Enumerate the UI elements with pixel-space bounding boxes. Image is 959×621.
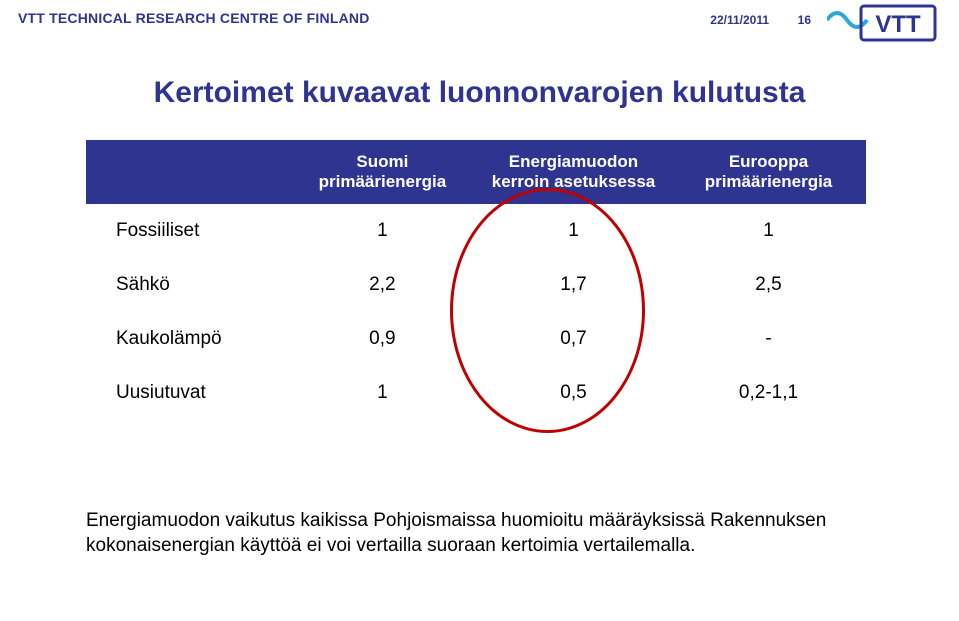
slide-title: Kertoimet kuvaavat luonnonvarojen kulutu… [0, 76, 959, 110]
th-blank [86, 140, 289, 204]
header-date: 22/11/2011 [710, 13, 769, 27]
cell: 1 [289, 204, 476, 258]
cell: 1 [671, 204, 866, 258]
slide: VTT TECHNICAL RESEARCH CENTRE OF FINLAND… [0, 0, 959, 621]
cell: 0,7 [476, 312, 671, 366]
header-page-number: 16 [798, 13, 811, 27]
table-row: Uusiutuvat 1 0,5 0,2-1,1 [86, 366, 866, 420]
cell: 1 [289, 366, 476, 420]
cell: 1 [476, 204, 671, 258]
row-label: Kaukolämpö [86, 312, 289, 366]
cell: 2,5 [671, 258, 866, 312]
vtt-logo-svg: VTT [827, 2, 937, 44]
table-row: Fossiiliset 1 1 1 [86, 204, 866, 258]
row-label: Uusiutuvat [86, 366, 289, 420]
th-eurooppa: Eurooppa primäärienergia [671, 140, 866, 204]
row-label: Fossiiliset [86, 204, 289, 258]
th-suomi: Suomi primäärienergia [289, 140, 476, 204]
th-kerroin: Energiamuodon kerroin asetuksessa [476, 140, 671, 204]
table-row: Kaukolämpö 0,9 0,7 - [86, 312, 866, 366]
footnote-text: Energiamuodon vaikutus kaikissa Pohjoism… [86, 508, 866, 559]
cell: 0,2-1,1 [671, 366, 866, 420]
data-table: Suomi primäärienergia Energiamuodon kerr… [86, 140, 866, 420]
cell: - [671, 312, 866, 366]
table-row: Sähkö 2,2 1,7 2,5 [86, 258, 866, 312]
cell: 1,7 [476, 258, 671, 312]
row-label: Sähkö [86, 258, 289, 312]
cell: 0,5 [476, 366, 671, 420]
vtt-logo: VTT [827, 2, 937, 44]
org-name: VTT TECHNICAL RESEARCH CENTRE OF FINLAND [18, 10, 370, 26]
table-header-row: Suomi primäärienergia Energiamuodon kerr… [86, 140, 866, 204]
cell: 0,9 [289, 312, 476, 366]
cell: 2,2 [289, 258, 476, 312]
logo-text: VTT [875, 11, 921, 38]
data-table-wrap: Suomi primäärienergia Energiamuodon kerr… [86, 140, 866, 420]
